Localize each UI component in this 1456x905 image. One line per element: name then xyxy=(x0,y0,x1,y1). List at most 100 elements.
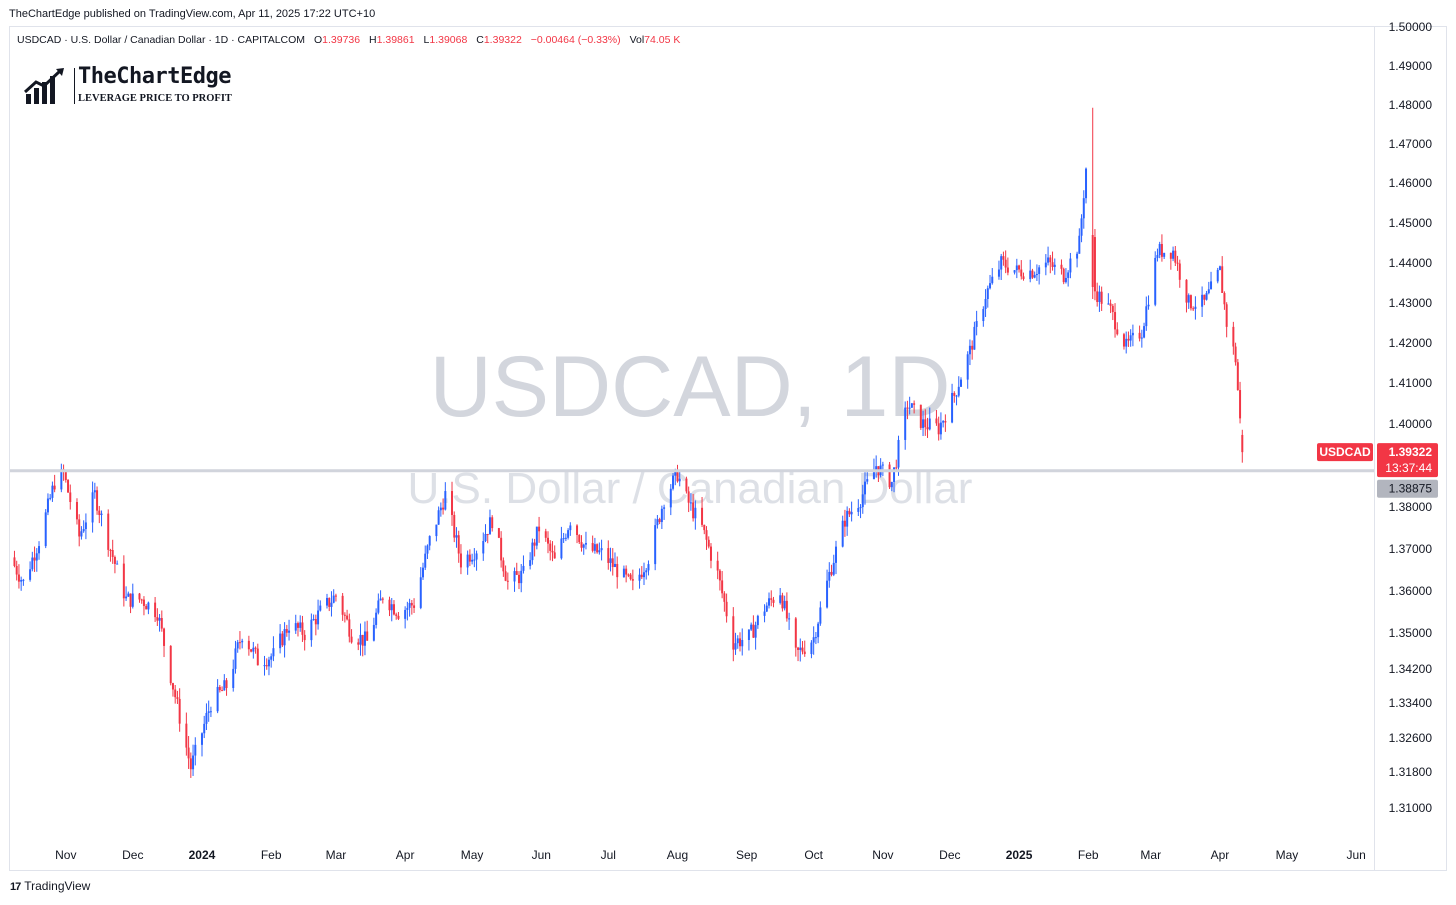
candle-body xyxy=(1234,346,1237,363)
candle xyxy=(951,383,954,424)
candle xyxy=(372,617,375,642)
candle xyxy=(381,597,384,604)
candle xyxy=(346,609,349,621)
candle xyxy=(475,550,478,571)
candle xyxy=(643,562,646,586)
candle xyxy=(482,532,485,561)
candle-body xyxy=(991,276,994,284)
candle xyxy=(1154,251,1157,307)
candle-body xyxy=(910,403,913,408)
price-tick-label: 1.31800 xyxy=(1389,765,1433,779)
candle-body xyxy=(897,439,900,468)
candle xyxy=(687,486,690,513)
candle-body xyxy=(283,629,286,646)
candle-body xyxy=(1029,270,1032,280)
candle-body xyxy=(919,404,922,428)
candle xyxy=(1096,282,1099,307)
candle-body xyxy=(826,580,829,608)
candle-body xyxy=(560,538,563,559)
candle-body xyxy=(591,542,594,551)
candle-body xyxy=(497,528,500,538)
candle xyxy=(192,744,195,776)
candle xyxy=(404,606,407,629)
candle xyxy=(772,596,775,608)
legend-symbol: USDCAD · U.S. Dollar / Canadian Dollar ·… xyxy=(17,34,306,46)
candle-body xyxy=(147,602,150,610)
candle-body xyxy=(127,593,130,597)
candle-body xyxy=(330,602,333,607)
candle-body xyxy=(643,572,646,578)
candle xyxy=(328,597,331,612)
candle xyxy=(200,732,203,757)
candle-body xyxy=(475,553,478,560)
candle-body xyxy=(156,617,159,621)
candle-body xyxy=(187,747,190,759)
candle xyxy=(989,274,992,290)
candle xyxy=(1006,257,1009,276)
price-tags: USDCAD 1.39322 13:37:44 1.38875 xyxy=(1317,443,1438,498)
candle-body xyxy=(451,491,454,515)
candle xyxy=(1091,107,1094,299)
candle-body xyxy=(1006,267,1009,273)
tradingview-footer[interactable]: 17 TradingView xyxy=(10,879,90,893)
symbol-legend[interactable]: USDCAD · U.S. Dollar / Canadian Dollar ·… xyxy=(17,34,680,46)
candle xyxy=(939,412,942,440)
candle xyxy=(564,533,567,542)
candle-body xyxy=(341,595,344,615)
candle-body xyxy=(1192,308,1195,310)
time-tick-label: May xyxy=(461,848,484,862)
candle-body xyxy=(772,599,775,603)
legend-high: 1.39861 xyxy=(376,34,415,46)
candle xyxy=(408,598,411,617)
candle-body xyxy=(1129,335,1132,341)
candle xyxy=(797,646,800,662)
candle xyxy=(1223,291,1226,310)
candle-body xyxy=(725,601,728,617)
candle-body xyxy=(33,557,36,561)
candle xyxy=(1069,252,1072,279)
candle-body xyxy=(1085,168,1088,199)
legend-volume-label: Vol xyxy=(629,34,645,46)
candle-body xyxy=(517,574,520,584)
candle-body xyxy=(850,511,853,515)
candle-body xyxy=(484,534,487,541)
candle-body xyxy=(459,553,462,568)
candle-body xyxy=(406,607,409,610)
candle xyxy=(877,466,880,483)
candle-body xyxy=(942,421,945,423)
candle xyxy=(413,598,416,613)
price-tick-label: 1.46000 xyxy=(1389,176,1433,190)
candle-body xyxy=(363,631,366,646)
candle-body xyxy=(997,269,1000,277)
candle-body xyxy=(647,564,650,571)
candle xyxy=(513,567,516,592)
legend-high-label: H xyxy=(369,34,377,46)
candle xyxy=(1140,329,1143,348)
candle-body xyxy=(794,618,797,648)
candle xyxy=(997,260,1000,280)
candle-body xyxy=(160,617,163,629)
candle xyxy=(544,528,547,542)
candle-body xyxy=(238,642,241,644)
candle-body xyxy=(388,599,391,611)
candle xyxy=(491,515,494,532)
candle xyxy=(84,513,87,540)
candle-body xyxy=(437,510,440,525)
candle-body xyxy=(875,466,878,471)
candle xyxy=(377,593,380,615)
candle xyxy=(1062,267,1065,285)
candle-body xyxy=(332,595,335,603)
candle xyxy=(390,598,393,622)
candle xyxy=(1160,234,1163,262)
candle xyxy=(1216,267,1219,284)
candle xyxy=(53,474,56,493)
candle xyxy=(1185,279,1188,313)
candle xyxy=(705,526,708,550)
candle xyxy=(656,515,659,529)
candle-body xyxy=(111,550,114,557)
candle-body xyxy=(1015,265,1018,271)
candle-body xyxy=(1189,295,1192,309)
candle xyxy=(348,613,351,643)
candle-body xyxy=(250,649,253,652)
